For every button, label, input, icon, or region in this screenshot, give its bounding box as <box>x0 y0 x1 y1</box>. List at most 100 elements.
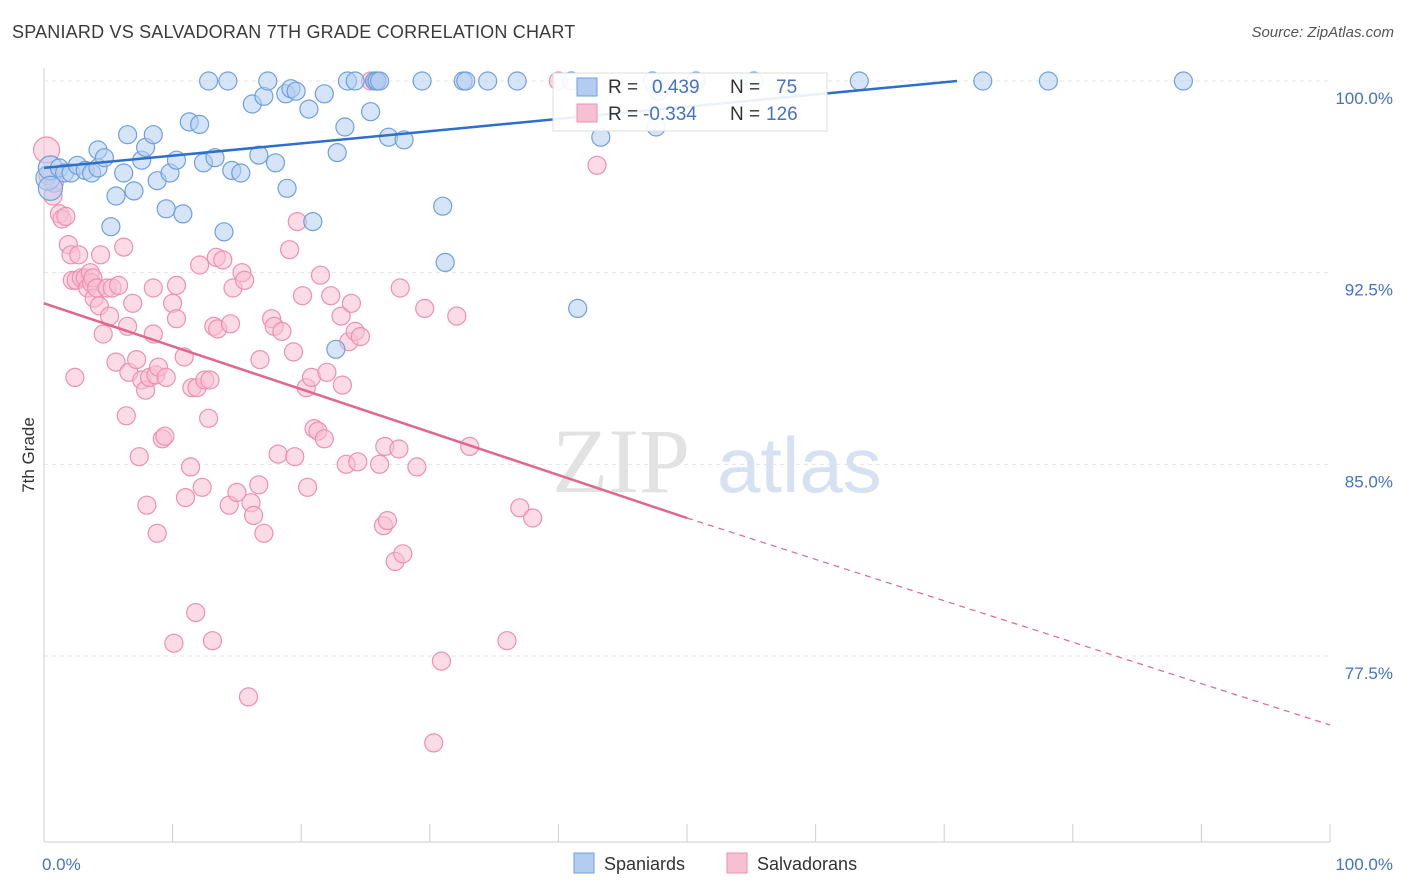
salvadoran-point-28 <box>108 275 129 295</box>
salvadoran-point-124 <box>523 508 543 528</box>
salvadoran-point-90 <box>298 477 318 497</box>
y-tick-label-2: 92.5% <box>1345 281 1393 300</box>
salvadoran-point-84 <box>280 240 300 260</box>
salvadoran-point-10 <box>65 367 85 387</box>
salvadoran-point-88 <box>292 286 313 306</box>
salvadoran-point-120 <box>447 306 467 326</box>
spaniard-point-73 <box>849 71 869 91</box>
salvadoran-point-76 <box>244 505 264 526</box>
spaniards-r-label: R = <box>608 77 638 98</box>
salvadoran-point-33 <box>123 293 143 313</box>
salvadoran-point-22 <box>90 245 111 265</box>
salvadorans-n-value: 126 <box>766 104 798 125</box>
salvadorans-r-value: -0.334 <box>643 104 697 125</box>
spaniards-stats-swatch <box>576 77 598 97</box>
spaniard-point-31 <box>218 71 238 91</box>
salvadoran-point-30 <box>116 406 136 426</box>
spaniard-point-45 <box>314 84 334 104</box>
salvadoran-point-54 <box>181 457 201 477</box>
salvadoran-point-71 <box>227 482 247 502</box>
salvadoran-point-117 <box>415 298 435 318</box>
salvadorans-points <box>32 71 607 753</box>
salvadoran-point-108 <box>370 454 390 474</box>
chart-source: Source: ZipAtlas.com <box>1251 24 1394 41</box>
stats-legend: R = 0.439 N = 75 R = -0.334 N = 126 <box>552 72 828 132</box>
salvadoran-point-79 <box>254 523 274 543</box>
spaniard-point-64 <box>507 71 527 91</box>
spaniard-point-21 <box>156 199 176 219</box>
spaniard-point-42 <box>286 81 306 101</box>
spaniard-point-11 <box>94 148 115 168</box>
y-axis-label: 7th Grade <box>19 417 38 493</box>
salvadorans-r-label: R = <box>608 104 638 125</box>
salvadoran-point-99 <box>332 375 352 395</box>
spaniards-n-value: 75 <box>776 77 797 98</box>
salvadoran-point-94 <box>310 265 331 285</box>
spaniard-point-74 <box>973 71 993 91</box>
spaniard-point-62 <box>456 71 476 91</box>
salvadoran-point-78 <box>250 350 270 370</box>
salvadoran-point-86 <box>285 447 305 467</box>
salvadoran-point-61 <box>199 408 219 428</box>
salvadoran-point-73 <box>235 270 255 290</box>
salvadoran-point-49 <box>164 633 184 653</box>
spaniard-point-12 <box>101 217 121 237</box>
salvadoran-point-116 <box>407 457 427 477</box>
spaniard-point-43 <box>299 99 319 119</box>
y-tick-label-3: 100.0% <box>1335 89 1393 108</box>
watermark-atlas: atlas <box>717 421 882 509</box>
salvadoran-point-111 <box>377 510 397 531</box>
spaniard-point-37 <box>258 71 278 91</box>
spaniard-point-60 <box>435 252 455 272</box>
salvadoran-point-96 <box>317 362 337 382</box>
spaniard-point-51 <box>361 102 381 122</box>
legend-swatch-spaniards <box>573 852 595 874</box>
spaniard-point-76 <box>1173 71 1194 91</box>
salvadorans-n-label: N = <box>730 104 760 125</box>
salvadoran-point-82 <box>268 444 288 464</box>
salvadoran-point-85 <box>283 342 304 362</box>
salvadoran-point-114 <box>390 278 410 298</box>
y-tick-label-1: 85.0% <box>1345 472 1393 491</box>
salvadoran-point-43 <box>147 523 167 543</box>
spaniard-point-13 <box>106 186 126 206</box>
spaniard-point-48 <box>335 117 355 137</box>
bottom-legend: Spaniards Salvadorans <box>573 852 857 874</box>
salvadoran-point-63 <box>202 631 223 651</box>
spaniard-point-58 <box>412 71 432 91</box>
spaniard-point-75 <box>1038 71 1059 91</box>
watermark: ZIP atlas <box>552 410 882 512</box>
salvadoran-point-74 <box>238 687 259 707</box>
chart-title: SPANIARD VS SALVADORAN 7TH GRADE CORRELA… <box>12 22 576 42</box>
spaniards-n-label: N = <box>730 77 760 98</box>
salvadoran-point-98 <box>331 306 351 326</box>
salvadorans-trend-line <box>43 302 688 520</box>
spaniard-point-40 <box>277 178 297 198</box>
salvadorans-trend-extension <box>686 517 1331 726</box>
salvadoran-point-105 <box>350 327 370 347</box>
salvadoran-point-104 <box>348 452 368 472</box>
salvadoran-point-6 <box>56 206 76 226</box>
x-tick-label-0: 0.0% <box>42 855 81 874</box>
spaniard-point-14 <box>114 163 134 183</box>
spaniard-point-24 <box>173 204 193 224</box>
stats-legend-frame <box>552 72 828 132</box>
spaniard-point-16 <box>124 181 144 201</box>
legend-label-spaniards: Spaniards <box>604 854 685 874</box>
salvadoran-point-122 <box>497 631 517 651</box>
salvadoran-point-126 <box>587 155 607 175</box>
spaniards-r-value: 0.439 <box>652 77 700 98</box>
salvadoran-point-62 <box>200 370 220 390</box>
salvadoran-point-58 <box>190 255 210 275</box>
spaniard-point-44 <box>303 212 323 232</box>
spaniard-point-50 <box>345 71 365 91</box>
spaniard-point-46 <box>326 339 346 359</box>
salvadoran-point-77 <box>249 475 269 495</box>
salvadoran-point-46 <box>155 426 175 446</box>
salvadorans-stats-swatch <box>576 103 598 123</box>
salvadoran-point-59 <box>192 477 212 497</box>
salvadoran-point-23 <box>93 324 113 344</box>
salvadoran-point-12 <box>69 245 89 265</box>
salvadoran-point-51 <box>166 309 187 329</box>
